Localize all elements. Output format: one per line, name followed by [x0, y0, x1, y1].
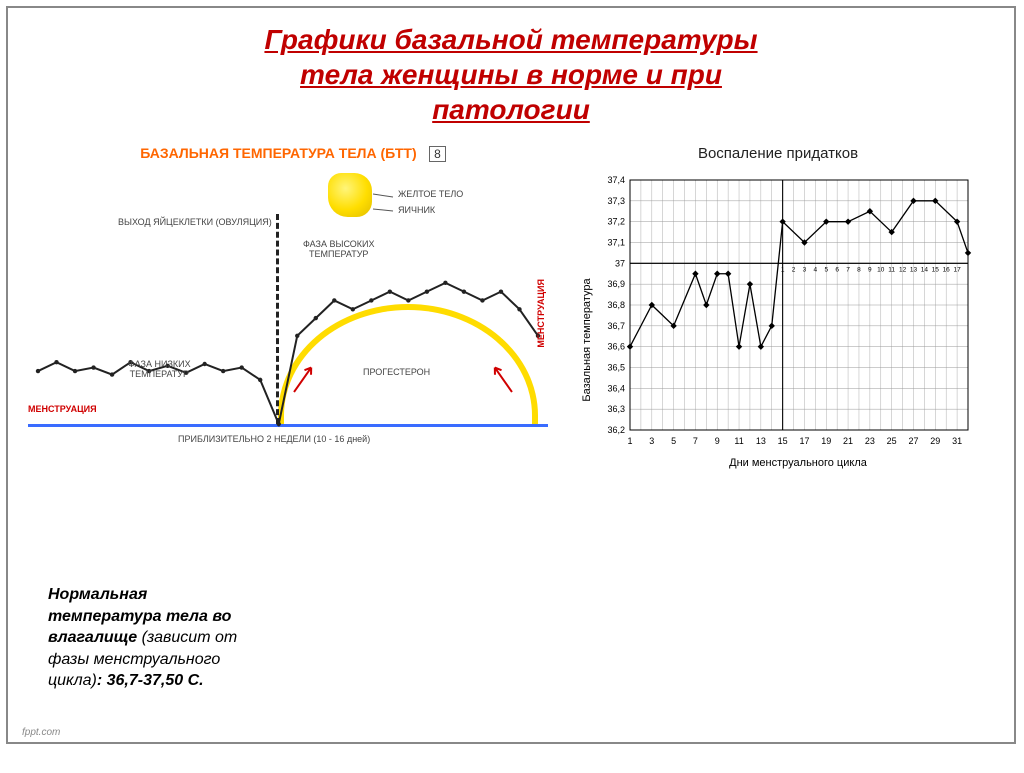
- svg-text:36,6: 36,6: [607, 342, 625, 352]
- label-menstruation-left: МЕНСТРУАЦИЯ: [28, 404, 97, 414]
- right-chart-body: 36,236,336,436,536,636,736,836,93737,137…: [578, 170, 978, 470]
- slide-frame: Графики базальной температуры тела женщи…: [6, 6, 1016, 744]
- diagram-body: ВЫХОД ЯЙЦЕКЛЕТКИ (ОВУЛЯЦИЯ) ЖЕЛТОЕ ТЕЛО …: [28, 169, 548, 459]
- svg-text:16: 16: [943, 266, 951, 273]
- slide-title: Графики базальной температуры тела женщи…: [28, 22, 994, 127]
- svg-text:36,2: 36,2: [607, 425, 625, 435]
- svg-text:37,1: 37,1: [607, 238, 625, 248]
- bt-l2: температура тела во: [48, 608, 231, 625]
- svg-text:7: 7: [846, 266, 850, 273]
- label-menstruation-right: МЕНСТРУАЦИЯ: [536, 279, 546, 348]
- svg-text:19: 19: [821, 436, 831, 446]
- svg-text:5: 5: [671, 436, 676, 446]
- bt-l3a: влагалище: [48, 629, 137, 646]
- btt-header: БАЗАЛЬНАЯ ТЕМПЕРАТУРА ТЕЛА (БТТ) 8: [28, 145, 558, 163]
- svg-text:23: 23: [865, 436, 875, 446]
- bt-l4: фазы менструального: [48, 651, 220, 668]
- svg-text:37: 37: [615, 258, 625, 268]
- svg-text:11: 11: [888, 266, 895, 273]
- svg-text:21: 21: [843, 436, 853, 446]
- label-high-phase: ФАЗА ВЫСОКИХ ТЕМПЕРАТУР: [303, 239, 374, 259]
- content-row: БАЗАЛЬНАЯ ТЕМПЕРАТУРА ТЕЛА (БТТ) 8 ВЫХОД: [28, 145, 994, 485]
- label-yellow-body: ЖЕЛТОЕ ТЕЛО: [398, 189, 463, 199]
- svg-text:13: 13: [756, 436, 766, 446]
- svg-text:17: 17: [799, 436, 809, 446]
- svg-text:37,2: 37,2: [607, 217, 625, 227]
- svg-text:37,3: 37,3: [607, 196, 625, 206]
- svg-text:12: 12: [899, 266, 907, 273]
- svg-text:31: 31: [952, 436, 962, 446]
- svg-text:5: 5: [824, 266, 828, 273]
- svg-text:1: 1: [627, 436, 632, 446]
- svg-text:11: 11: [734, 436, 743, 446]
- label-duration: ПРИБЛИЗИТЕЛЬНО 2 НЕДЕЛИ (10 - 16 дней): [178, 434, 370, 444]
- bottom-note: Нормальная температура тела во влагалище…: [48, 584, 408, 692]
- svg-text:13: 13: [910, 266, 918, 273]
- title-line-2: тела женщины в норме и при: [28, 57, 994, 92]
- svg-text:Базальная температура: Базальная температура: [581, 278, 593, 402]
- btt-badge: 8: [429, 146, 446, 162]
- right-chart: Воспаление придатков 36,2 36,3 36,4 36,5 36,…: [578, 145, 978, 485]
- bt-l5a: цикла): [48, 672, 97, 689]
- svg-text:8: 8: [857, 266, 861, 273]
- bt-l1: Нормальная: [48, 586, 147, 603]
- svg-text:9: 9: [715, 436, 720, 446]
- svg-text:36,7: 36,7: [607, 321, 625, 331]
- svg-text:17: 17: [953, 266, 961, 273]
- svg-text:9: 9: [868, 266, 872, 273]
- btt-title: БАЗАЛЬНАЯ ТЕМПЕРАТУРА ТЕЛА (БТТ): [140, 145, 416, 161]
- svg-text:7: 7: [693, 436, 698, 446]
- svg-text:15: 15: [778, 436, 788, 446]
- svg-text:2: 2: [792, 266, 796, 273]
- svg-text:37,4: 37,4: [607, 175, 625, 185]
- svg-text:29: 29: [930, 436, 940, 446]
- svg-text:36,9: 36,9: [607, 279, 625, 289]
- label-low-phase: ФАЗА НИЗКИХ ТЕМПЕРАТУР: [128, 359, 191, 379]
- left-diagram: БАЗАЛЬНАЯ ТЕМПЕРАТУРА ТЕЛА (БТТ) 8 ВЫХОД: [28, 145, 558, 485]
- label-ovary: ЯИЧНИК: [398, 205, 435, 215]
- svg-text:36,5: 36,5: [607, 363, 625, 373]
- footer-credit: fppt.com: [22, 727, 60, 738]
- label-ovulation: ВЫХОД ЯЙЦЕКЛЕТКИ (ОВУЛЯЦИЯ): [118, 217, 272, 227]
- svg-text:4: 4: [814, 266, 818, 273]
- temperature-curve: [28, 169, 548, 459]
- right-chart-title: Воспаление придатков: [578, 145, 978, 162]
- label-progesterone: ПРОГЕСТЕРОН: [363, 367, 430, 377]
- title-line-1: Графики базальной температуры: [28, 22, 994, 57]
- svg-text:36,4: 36,4: [607, 383, 625, 393]
- svg-text:6: 6: [835, 266, 839, 273]
- title-line-3: патологии: [28, 92, 994, 127]
- svg-text:25: 25: [887, 436, 897, 446]
- svg-text:3: 3: [803, 266, 807, 273]
- bt-l3b: (зависит от: [137, 629, 237, 646]
- svg-text:Дни менструального цикла: Дни менструального цикла: [729, 457, 868, 469]
- svg-text:14: 14: [921, 266, 929, 273]
- svg-text:36,8: 36,8: [607, 300, 625, 310]
- svg-text:27: 27: [908, 436, 918, 446]
- bt-l5b: : 36,7-37,50 С.: [97, 672, 204, 689]
- svg-text:3: 3: [649, 436, 654, 446]
- svg-text:10: 10: [877, 266, 885, 273]
- svg-text:15: 15: [932, 266, 940, 273]
- svg-text:36,3: 36,3: [607, 404, 625, 414]
